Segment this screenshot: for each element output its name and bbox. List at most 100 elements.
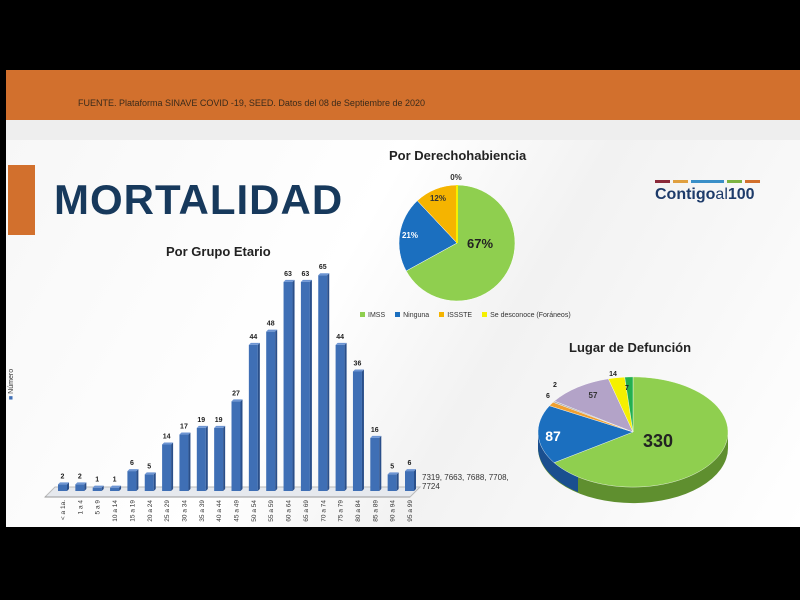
bar-data-label: 27 xyxy=(232,390,240,397)
logo-stripe xyxy=(655,180,670,183)
bar xyxy=(162,442,174,491)
bar-data-label: 19 xyxy=(197,417,205,424)
bar-data-label: 48 xyxy=(267,321,275,328)
bar-data-label: 1 xyxy=(95,477,99,484)
bar-data-label: 17 xyxy=(180,424,188,431)
x-tick-label: 30 a 34 xyxy=(181,500,188,522)
x-tick-label: 60 a 64 xyxy=(286,500,293,522)
x-tick-label: 85 a 89 xyxy=(372,500,379,522)
accent-bar xyxy=(8,165,35,235)
bar-chart-title: Por Grupo Etario xyxy=(166,244,271,259)
bar xyxy=(266,329,278,491)
logo-stripe xyxy=(690,180,725,183)
logo-stripe xyxy=(745,180,761,183)
pie2-slice xyxy=(553,376,729,488)
x-tick-label: 75 a 79 xyxy=(338,500,345,522)
bar-data-label: 63 xyxy=(284,271,292,278)
pie2-data-label: 6 xyxy=(546,393,550,400)
bar-data-label: 6 xyxy=(408,460,412,467)
bar xyxy=(144,472,156,491)
contigo-logo: Contigoal100 xyxy=(655,180,761,210)
x-tick-label: 80 a 84 xyxy=(355,500,362,522)
pie2-side xyxy=(538,432,578,493)
logo-stripe xyxy=(672,180,688,183)
pie1-title: Por Derechohabiencia xyxy=(389,148,527,163)
x-tick-label: 55 a 59 xyxy=(268,500,275,522)
x-tick-label: 40 a 44 xyxy=(216,500,223,522)
bar xyxy=(231,399,243,491)
legend-item: ISSSTE xyxy=(439,312,472,319)
bar-data-label: 14 xyxy=(163,434,171,441)
bar-data-label: 44 xyxy=(249,334,257,341)
logo-stripe xyxy=(727,180,743,183)
pie2-data-label: 14 xyxy=(609,371,617,378)
bar-data-label: 5 xyxy=(147,463,151,470)
bar-data-label: 6 xyxy=(130,460,134,467)
pie1-data-label: 0% xyxy=(450,173,462,182)
separator xyxy=(6,120,800,140)
bar xyxy=(58,482,69,491)
x-tick-label: 25 a 29 xyxy=(164,500,171,522)
pie1-legend: IMSS Ninguna ISSSTE Se desconoce (Foráneos) xyxy=(360,312,571,319)
page-title: MORTALIDAD xyxy=(54,176,344,223)
pie2-slice xyxy=(537,405,634,463)
legend-item: IMSS xyxy=(360,312,385,319)
bar xyxy=(196,425,208,491)
x-tick-label: 20 a 24 xyxy=(147,500,154,522)
pie2-data-label: 57 xyxy=(589,391,598,400)
header-banner xyxy=(6,70,800,120)
bar-data-label: 1 xyxy=(113,477,117,484)
x-tick-label: 90 a 94 xyxy=(390,500,397,522)
pie2-data-label: 7 xyxy=(625,385,629,392)
bar xyxy=(179,432,191,491)
legend-item: Se desconoce (Foráneos) xyxy=(482,312,571,319)
bar xyxy=(110,485,122,491)
x-tick-label: 50 a 54 xyxy=(251,500,258,522)
bar xyxy=(127,469,139,491)
x-tick-label: 10 a 14 xyxy=(112,500,119,522)
bar-data-label: 2 xyxy=(61,473,65,480)
x-tick-label: 95 a 99 xyxy=(407,500,414,522)
pie2-title: Lugar de Defunción xyxy=(569,340,692,355)
pie2-data-label: 87 xyxy=(545,428,561,444)
legend-item: Ninguna xyxy=(395,312,429,319)
x-tick-label: 65 a 69 xyxy=(303,500,310,522)
bar xyxy=(300,279,312,491)
bar xyxy=(248,342,260,491)
pie1-slice xyxy=(398,200,458,272)
bar xyxy=(92,485,104,491)
bar-data-label: 44 xyxy=(336,334,344,341)
x-tick-label: 45 a 49 xyxy=(234,500,241,522)
bar-data-label: 5 xyxy=(390,463,394,470)
x-tick-label: 15 a 19 xyxy=(129,500,136,522)
pie2-data-label: 330 xyxy=(643,431,673,451)
bar-data-label: 36 xyxy=(354,360,362,367)
bar xyxy=(387,472,399,491)
x-tick-label: 1 a 4 xyxy=(77,500,84,515)
bar-data-label: 65 xyxy=(319,264,327,271)
bar xyxy=(283,279,295,491)
x-tick-label: 70 a 74 xyxy=(320,500,327,522)
pie1-slice xyxy=(405,184,516,302)
bar-data-label: 19 xyxy=(215,417,223,424)
bar-data-label: 63 xyxy=(302,271,310,278)
chart-annotation: 7319, 7663, 7688, 7708, 7724 xyxy=(422,473,509,491)
bar-data-label: 16 xyxy=(371,427,379,434)
pie2-slice xyxy=(624,376,634,433)
bar xyxy=(335,342,347,491)
bar xyxy=(318,273,330,491)
x-tick-label: < a 1a. xyxy=(60,500,67,520)
pie1-data-label: 67% xyxy=(467,236,493,251)
pie1-data-label: 12% xyxy=(430,194,446,203)
bar xyxy=(214,425,226,491)
x-tick-label: 35 a 39 xyxy=(199,500,206,522)
pie2-data-label: 2 xyxy=(553,382,557,389)
bar xyxy=(405,469,416,491)
bar xyxy=(352,369,364,491)
bar-data-label: 2 xyxy=(78,473,82,480)
bar xyxy=(370,435,382,491)
x-tick-label: 5 a 9 xyxy=(95,500,102,515)
bar xyxy=(75,482,87,491)
pie1-data-label: 21% xyxy=(402,231,418,240)
